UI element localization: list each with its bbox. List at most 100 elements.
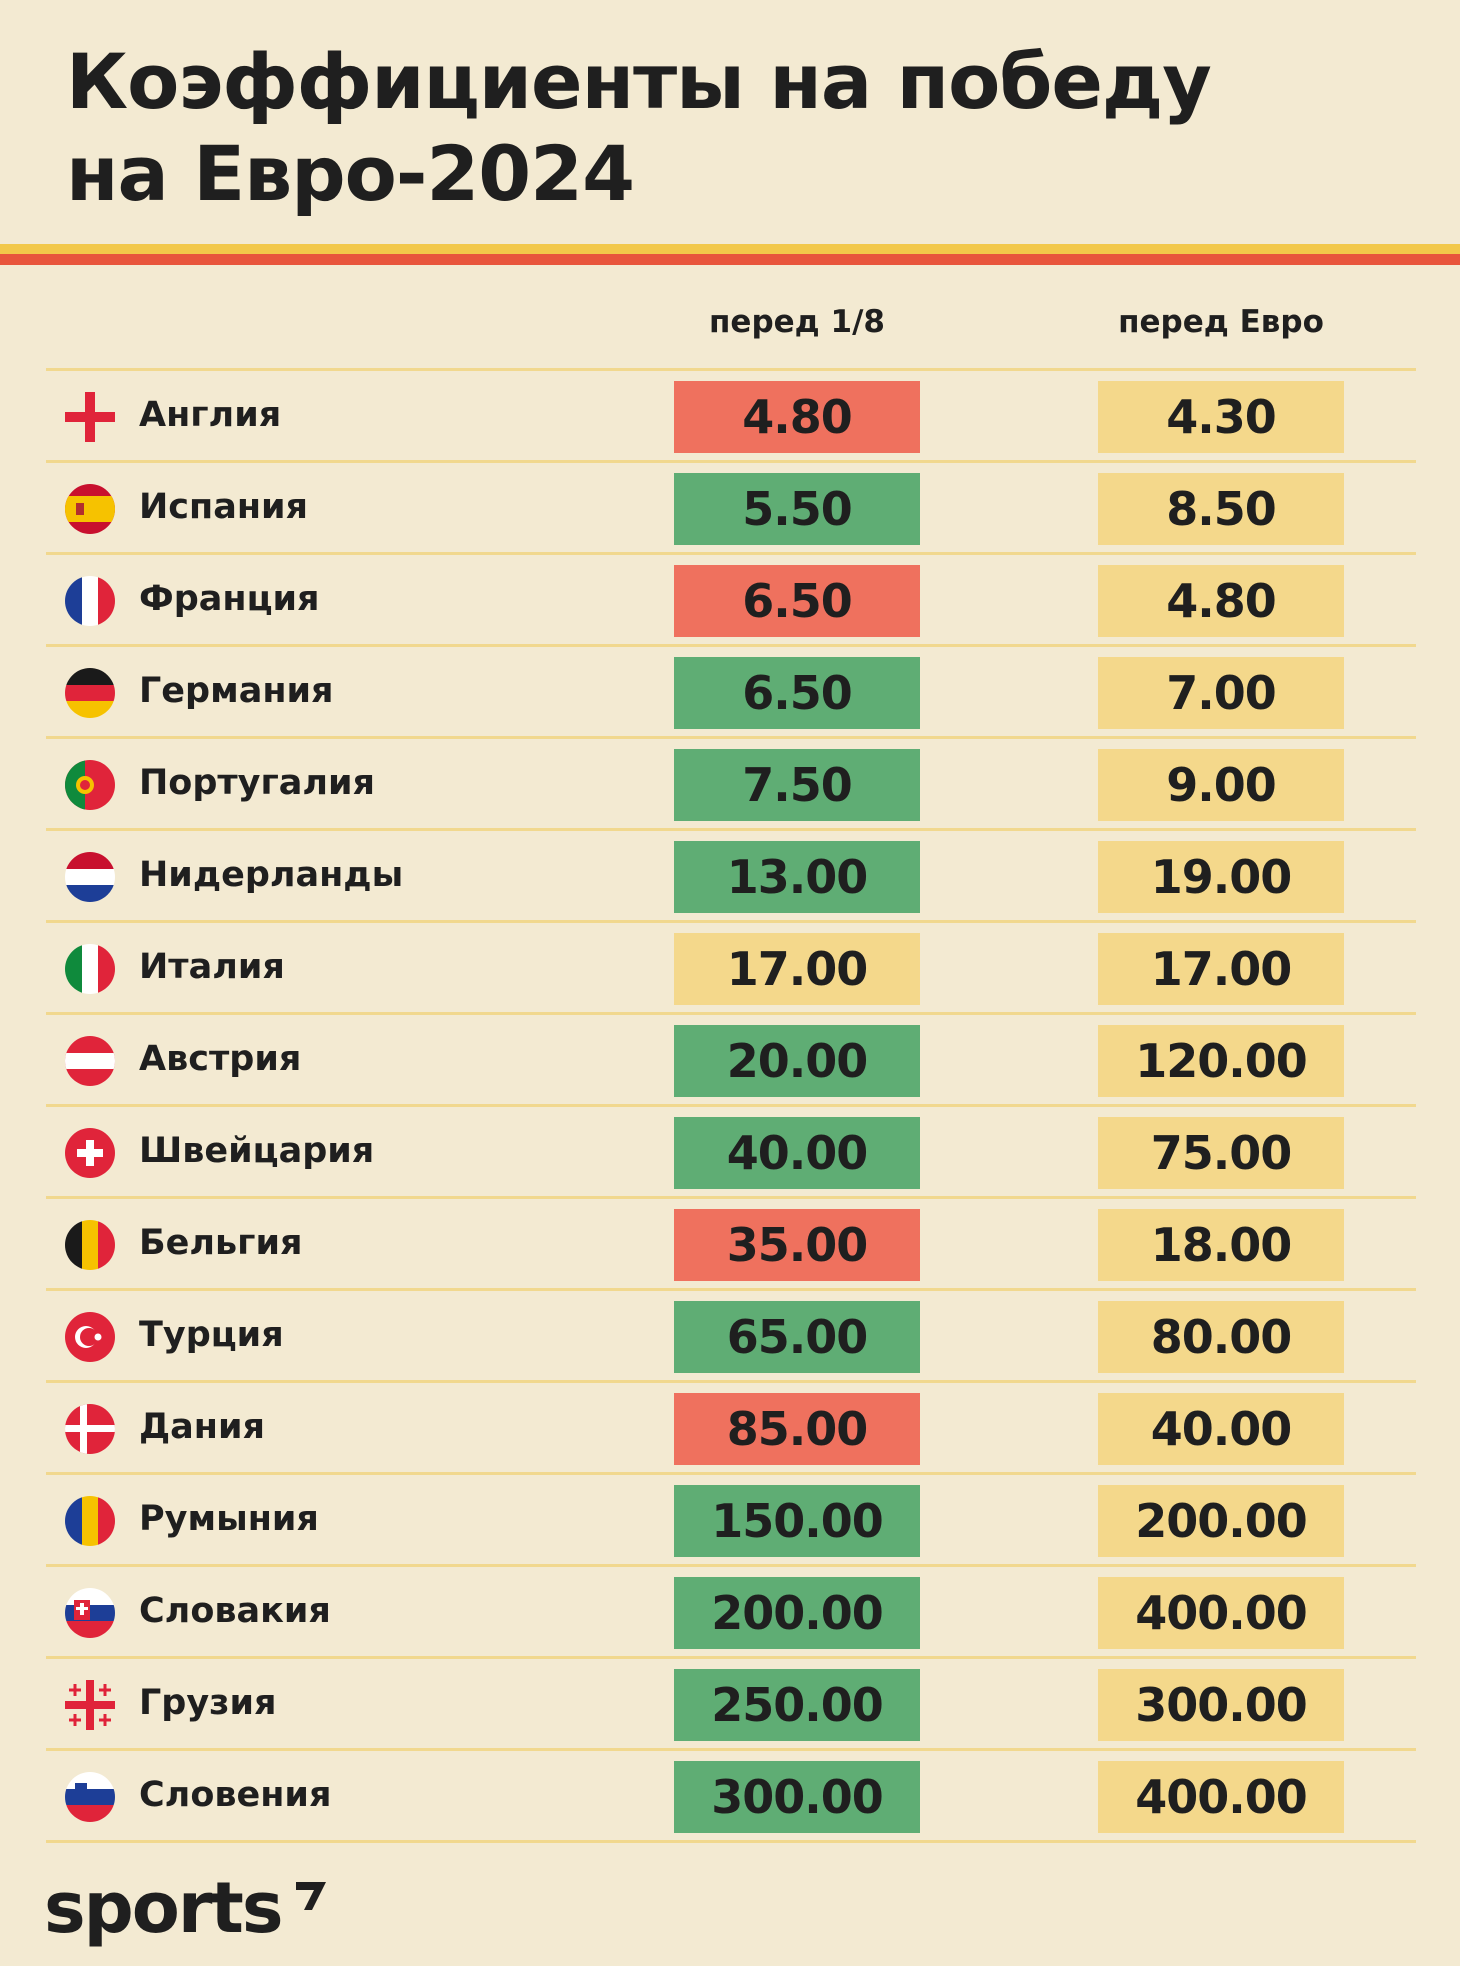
- row-divider: [46, 1380, 1416, 1383]
- row-divider: [46, 1564, 1416, 1567]
- table-row: Португалия 7.50 9.00: [46, 739, 1416, 828]
- row-divider: [46, 1472, 1416, 1475]
- sports-logo: sports: [44, 1867, 284, 1949]
- denmark-flag-icon: [65, 1404, 115, 1454]
- red-divider-stripe: [0, 254, 1460, 265]
- odds-before-r16: 4.80: [674, 381, 920, 453]
- slovakia-flag-icon: [65, 1588, 115, 1638]
- table-row: Нидерланды 13.00 19.00: [46, 831, 1416, 920]
- row-divider: [46, 644, 1416, 647]
- odds-before-euro: 75.00: [1098, 1117, 1344, 1189]
- table-row: Румыния 150.00 200.00: [46, 1475, 1416, 1564]
- odds-before-r16: 35.00: [674, 1209, 920, 1281]
- title-line-2: на Евро-2024: [66, 129, 635, 218]
- odds-before-euro: 80.00: [1098, 1301, 1344, 1373]
- table-row: Словения 300.00 400.00: [46, 1751, 1416, 1840]
- odds-before-r16: 250.00: [674, 1669, 920, 1741]
- country-name: Испания: [139, 487, 309, 527]
- odds-before-r16: 20.00: [674, 1025, 920, 1097]
- odds-before-r16: 13.00: [674, 841, 920, 913]
- row-divider: [46, 1656, 1416, 1659]
- table-row: Франция 6.50 4.80: [46, 555, 1416, 644]
- country-name: Нидерланды: [139, 855, 404, 895]
- odds-before-euro: 18.00: [1098, 1209, 1344, 1281]
- row-divider: [46, 920, 1416, 923]
- austria-flag-icon: [65, 1036, 115, 1086]
- country-name: Словения: [139, 1775, 332, 1815]
- odds-before-euro: 200.00: [1098, 1485, 1344, 1557]
- table-row: Бельгия 35.00 18.00: [46, 1199, 1416, 1288]
- row-divider: [46, 552, 1416, 555]
- georgia-flag-icon: [65, 1680, 115, 1730]
- odds-before-euro: 400.00: [1098, 1577, 1344, 1649]
- column-header-before-r16: перед 1/8: [709, 304, 885, 340]
- row-divider: [46, 1012, 1416, 1015]
- country-name: Дания: [139, 1407, 265, 1447]
- romania-flag-icon: [65, 1496, 115, 1546]
- table-row: Германия 6.50 7.00: [46, 647, 1416, 736]
- country-name: Италия: [139, 947, 285, 987]
- england-flag-icon: [65, 392, 115, 442]
- odds-before-euro: 120.00: [1098, 1025, 1344, 1097]
- odds-table: Англия 4.80 4.30 Испания 5.50 8.50 Франция 6.50…: [46, 368, 1416, 1843]
- table-row: Италия 17.00 17.00: [46, 923, 1416, 1012]
- country-name: Англия: [139, 395, 282, 435]
- france-flag-icon: [65, 576, 115, 626]
- column-header-before-euro: перед Евро: [1118, 304, 1324, 340]
- odds-before-euro: 400.00: [1098, 1761, 1344, 1833]
- odds-before-euro: 17.00: [1098, 933, 1344, 1005]
- odds-before-r16: 65.00: [674, 1301, 920, 1373]
- row-divider: [46, 1196, 1416, 1199]
- odds-before-r16: 200.00: [674, 1577, 920, 1649]
- odds-before-r16: 6.50: [674, 657, 920, 729]
- country-name: Бельгия: [139, 1223, 303, 1263]
- spain-flag-icon: [65, 484, 115, 534]
- odds-before-r16: 5.50: [674, 473, 920, 545]
- portugal-flag-icon: [65, 760, 115, 810]
- odds-before-euro: 7.00: [1098, 657, 1344, 729]
- country-name: Турция: [139, 1315, 284, 1355]
- odds-before-euro: 4.30: [1098, 381, 1344, 453]
- table-row: Испания 5.50 8.50: [46, 463, 1416, 552]
- netherlands-flag-icon: [65, 852, 115, 902]
- table-row: Англия 4.80 4.30: [46, 371, 1416, 460]
- odds-before-r16: 40.00: [674, 1117, 920, 1189]
- table-row: Дания 85.00 40.00: [46, 1383, 1416, 1472]
- row-divider: [46, 1748, 1416, 1751]
- italy-flag-icon: [65, 944, 115, 994]
- table-row: Швейцария 40.00 75.00: [46, 1107, 1416, 1196]
- odds-before-r16: 6.50: [674, 565, 920, 637]
- odds-before-r16: 300.00: [674, 1761, 920, 1833]
- switzerland-flag-icon: [65, 1128, 115, 1178]
- odds-before-euro: 4.80: [1098, 565, 1344, 637]
- odds-before-euro: 40.00: [1098, 1393, 1344, 1465]
- odds-before-euro: 9.00: [1098, 749, 1344, 821]
- country-name: Австрия: [139, 1039, 302, 1079]
- table-row: Грузия 250.00 300.00: [46, 1659, 1416, 1748]
- row-divider: [46, 736, 1416, 739]
- country-name: Грузия: [139, 1683, 277, 1723]
- sports-logo-mark-icon: [296, 1882, 326, 1910]
- country-name: Швейцария: [139, 1131, 375, 1171]
- page-title: Коэффициенты на победу на Евро-2024: [66, 36, 1366, 220]
- slovenia-flag-icon: [65, 1772, 115, 1822]
- row-divider: [46, 1840, 1416, 1843]
- odds-before-euro: 19.00: [1098, 841, 1344, 913]
- row-divider: [46, 460, 1416, 463]
- table-row: Австрия 20.00 120.00: [46, 1015, 1416, 1104]
- country-name: Германия: [139, 671, 334, 711]
- belgium-flag-icon: [65, 1220, 115, 1270]
- country-name: Франция: [139, 579, 320, 619]
- table-row: Турция 65.00 80.00: [46, 1291, 1416, 1380]
- germany-flag-icon: [65, 668, 115, 718]
- odds-before-r16: 7.50: [674, 749, 920, 821]
- yellow-divider-stripe: [0, 244, 1460, 254]
- odds-before-r16: 85.00: [674, 1393, 920, 1465]
- country-name: Словакия: [139, 1591, 331, 1631]
- row-divider: [46, 828, 1416, 831]
- row-divider: [46, 1288, 1416, 1291]
- row-divider: [46, 368, 1416, 371]
- country-name: Португалия: [139, 763, 376, 803]
- odds-before-euro: 300.00: [1098, 1669, 1344, 1741]
- turkey-flag-icon: [65, 1312, 115, 1362]
